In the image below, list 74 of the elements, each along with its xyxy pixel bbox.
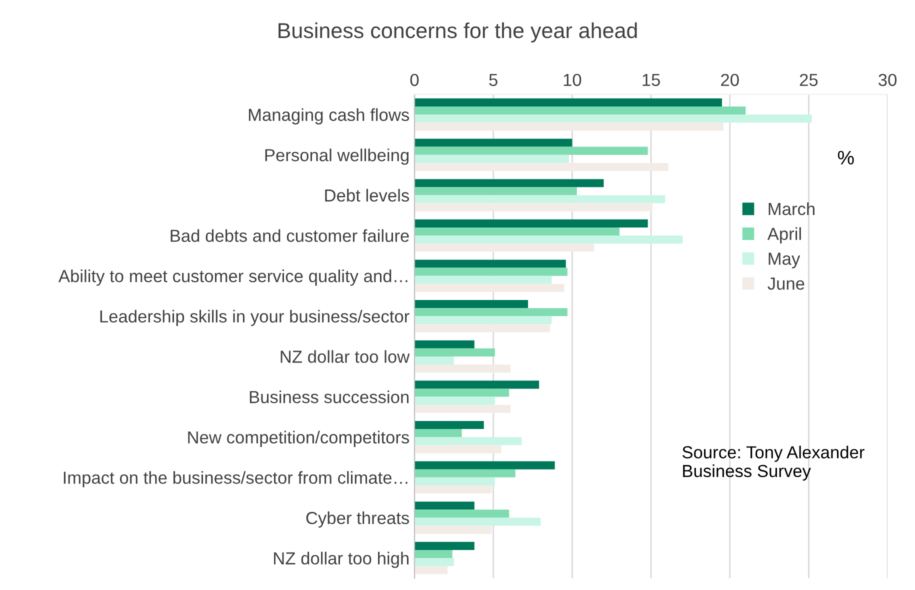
bar — [414, 364, 511, 373]
bar — [414, 388, 510, 397]
bar — [414, 154, 570, 163]
bar — [414, 236, 683, 244]
chart-title: Business concerns for the year ahead — [278, 22, 637, 42]
bar — [414, 429, 462, 438]
bar — [414, 308, 568, 316]
x-tick-label: 5 — [489, 74, 498, 86]
bar — [414, 195, 666, 204]
bar — [414, 146, 648, 155]
legend-label: April — [767, 227, 801, 244]
bar — [414, 348, 495, 356]
bar — [414, 396, 495, 405]
bar — [414, 219, 648, 228]
x-tick-label: 10 — [564, 74, 582, 86]
bar — [414, 461, 555, 470]
bar — [414, 316, 552, 324]
bar — [414, 106, 746, 115]
bar — [414, 558, 454, 566]
bar — [414, 550, 452, 558]
bar — [414, 276, 552, 284]
bar — [414, 526, 492, 534]
bar — [414, 114, 812, 123]
bar — [414, 260, 566, 268]
bar — [414, 356, 454, 365]
bar — [414, 510, 510, 518]
bar — [414, 485, 492, 494]
bar — [414, 566, 448, 574]
annotation: Source: Tony Alexander Business Survey — [682, 446, 864, 481]
bar — [414, 203, 653, 212]
bar — [414, 518, 541, 526]
x-tick-label: 30 — [878, 74, 897, 86]
annotation: % — [838, 150, 854, 164]
bar — [414, 437, 522, 446]
bar — [414, 469, 516, 478]
bar — [414, 244, 594, 252]
bar — [414, 268, 568, 276]
y-tick-label: Personal wellbeing — [265, 148, 409, 165]
y-tick-label: NZ dollar too low — [280, 350, 410, 363]
bar — [414, 324, 550, 332]
bar — [414, 340, 474, 348]
bar — [414, 138, 572, 147]
legend-label: March — [768, 202, 814, 216]
x-tick-label: 20 — [721, 74, 739, 86]
y-tick-label: NZ dollar too high — [274, 552, 409, 568]
x-tick-label: 25 — [800, 74, 818, 86]
bar — [414, 227, 620, 236]
y-tick-label: Cyber threats — [306, 511, 410, 528]
bar — [414, 445, 502, 454]
bar — [414, 542, 474, 550]
bar — [414, 420, 484, 430]
bar — [414, 122, 724, 131]
bar — [414, 300, 528, 308]
legend-label: June — [768, 278, 804, 290]
bar — [414, 187, 577, 196]
x-tick-label: 0 — [410, 74, 419, 86]
y-tick-label: Leadership skills in your business/sector — [100, 310, 410, 326]
bar — [414, 98, 722, 106]
y-tick-label: Debt levels — [325, 188, 410, 202]
bar — [414, 179, 604, 188]
y-tick-label: Ability to meet customer service quality and… — [58, 270, 408, 286]
y-tick-label: Bad debts and customer failure — [170, 229, 409, 242]
bar — [414, 162, 668, 171]
bar — [414, 380, 540, 389]
bar — [414, 404, 511, 413]
legend-label: May — [768, 252, 800, 268]
y-tick-label: New competition/competitors — [188, 430, 410, 447]
y-tick-label: Business succession — [250, 390, 409, 404]
y-tick-label: Impact on the business/sector from climate… — [64, 471, 408, 488]
y-tick-label: Managing cash flows — [248, 108, 410, 124]
bar — [414, 284, 564, 292]
x-tick-label: 15 — [642, 74, 660, 86]
bar — [414, 502, 474, 510]
bar — [414, 477, 495, 486]
